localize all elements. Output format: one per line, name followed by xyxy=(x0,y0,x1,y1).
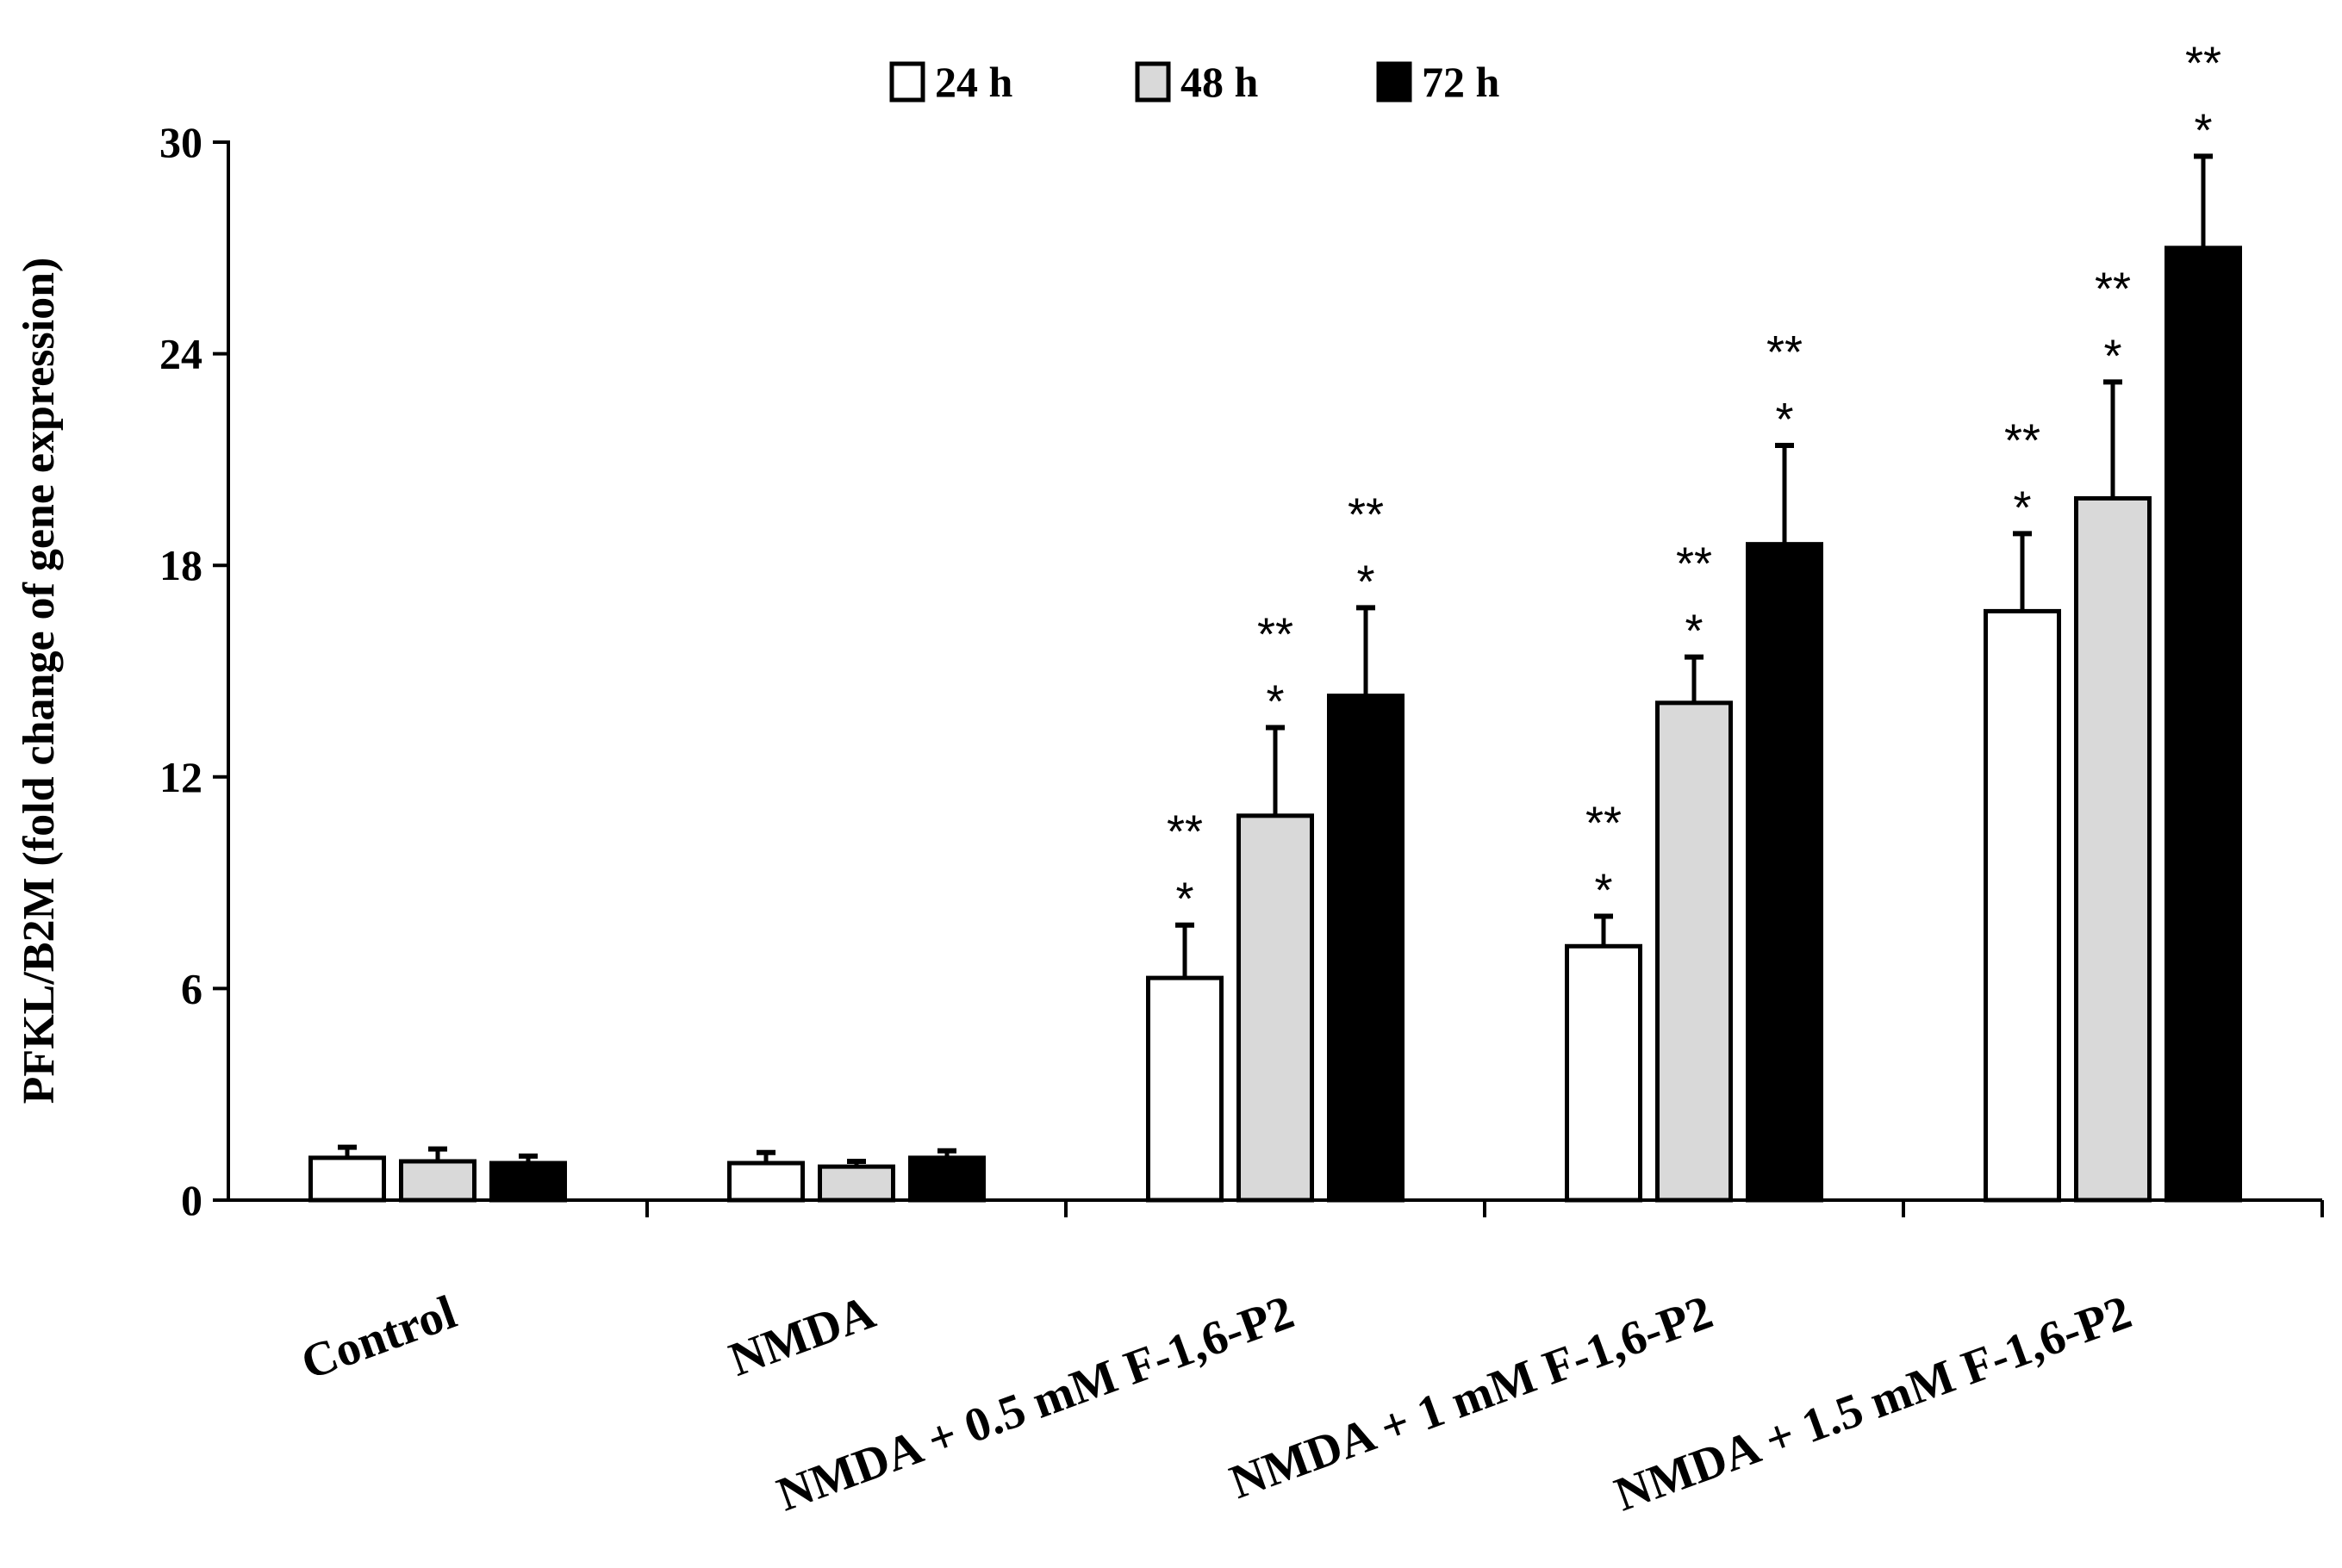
y-tick-label: 30 xyxy=(159,118,202,166)
legend-label: 24 h xyxy=(935,58,1013,106)
bar xyxy=(1327,694,1405,1203)
legend: 24 h 48 h 72 h xyxy=(889,58,1500,106)
y-tick-label: 24 xyxy=(159,330,202,378)
bar xyxy=(1655,700,1733,1203)
significance-label: * xyxy=(1685,606,1703,657)
legend-label: 72 h xyxy=(1422,58,1500,106)
axes xyxy=(227,140,2324,1217)
y-axis-title: PFKL/B2M (fold change of gene expression… xyxy=(15,258,64,1104)
bar xyxy=(308,1155,386,1203)
bar xyxy=(727,1160,805,1203)
significance-label: ** xyxy=(1348,488,1384,540)
significance-label: * xyxy=(1175,874,1193,925)
bar xyxy=(2164,246,2242,1203)
bar xyxy=(1146,975,1224,1203)
significance-label: ** xyxy=(2095,263,2131,314)
significance-label: * xyxy=(2103,330,2121,382)
y-tick-label: 6 xyxy=(181,964,202,1012)
bar xyxy=(1984,608,2061,1203)
x-category-label: NMDA xyxy=(723,1285,882,1387)
significance-label: * xyxy=(1775,394,1793,445)
legend-label: 48 h xyxy=(1180,58,1259,106)
significance-label: ** xyxy=(1766,327,1803,378)
bar xyxy=(1236,813,1314,1203)
legend-swatch xyxy=(1135,61,1171,103)
y-tick-label: 12 xyxy=(159,753,202,801)
y-tick-label: 18 xyxy=(159,541,202,589)
bar xyxy=(1746,542,1823,1203)
significance-label: * xyxy=(2013,482,2031,533)
y-ticks: 0 6 12 18 24 30 xyxy=(159,118,228,1224)
significance-label: ** xyxy=(2004,414,2040,466)
significance-label: ** xyxy=(1257,608,1293,660)
bar xyxy=(489,1160,567,1203)
legend-swatch xyxy=(1376,61,1412,103)
legend-swatch xyxy=(889,61,925,103)
significance-label: ** xyxy=(1167,806,1203,858)
bar xyxy=(1565,943,1642,1203)
bars: *************************** xyxy=(308,37,2242,1203)
bar xyxy=(818,1164,895,1203)
significance-label: ** xyxy=(2185,37,2221,89)
bar xyxy=(908,1155,986,1203)
significance-label: * xyxy=(1266,675,1284,727)
significance-label: ** xyxy=(1676,538,1712,590)
significance-label: * xyxy=(1594,864,1612,916)
x-category-label: Control xyxy=(295,1285,464,1391)
bar xyxy=(399,1159,476,1203)
bar xyxy=(2074,495,2152,1203)
significance-label: ** xyxy=(1585,797,1622,849)
significance-label: * xyxy=(1356,556,1374,607)
y-tick-label: 0 xyxy=(181,1176,202,1224)
significance-label: * xyxy=(2194,104,2212,156)
